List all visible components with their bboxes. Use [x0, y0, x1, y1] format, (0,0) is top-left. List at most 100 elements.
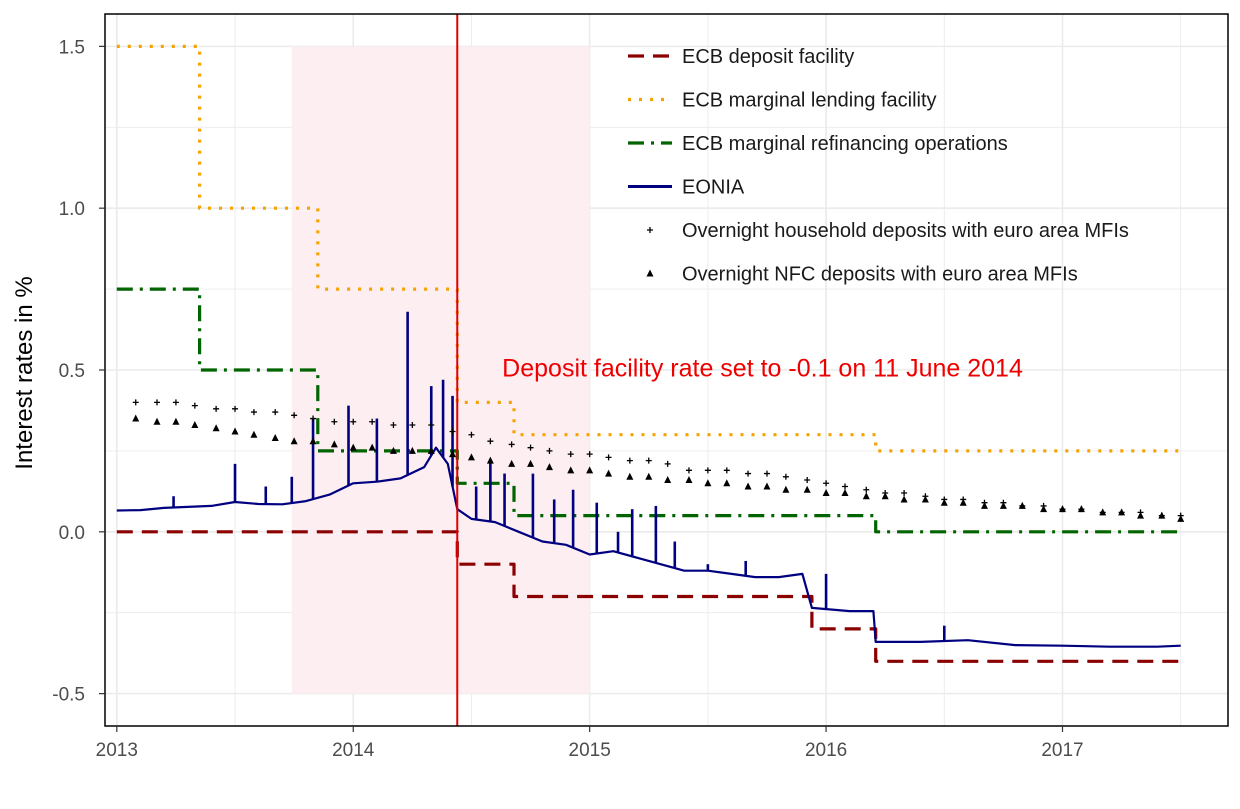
household-deposit-point — [704, 467, 711, 474]
nfc-deposit-point — [822, 488, 830, 496]
household-deposit-point — [863, 486, 870, 493]
y-tick-label: -0.5 — [52, 685, 85, 706]
nfc-deposit-point — [1177, 514, 1185, 522]
nfc-deposit-point — [309, 437, 317, 445]
nfc-deposit-point — [508, 459, 516, 467]
nfc-deposit-point — [567, 466, 575, 474]
legend-label: Overnight NFC deposits with euro area MF… — [682, 264, 1078, 286]
household-deposit-point — [350, 418, 357, 425]
nfc-deposit-point — [881, 492, 889, 500]
legend-label: ECB deposit facility — [682, 46, 854, 68]
household-deposit-point — [645, 457, 652, 464]
household-deposit-point — [468, 431, 475, 438]
nfc-deposit-point — [744, 482, 752, 490]
household-deposit-point — [250, 409, 257, 416]
nfc-deposit-point — [153, 417, 161, 425]
household-deposit-point — [428, 422, 435, 429]
household-deposit-point — [901, 489, 908, 496]
household-deposit-point — [272, 409, 279, 416]
nfc-deposit-point — [172, 417, 180, 425]
household-deposit-point — [823, 480, 830, 487]
nfc-deposit-point — [368, 443, 376, 451]
series-line-2 — [116, 44, 1181, 453]
nfc-deposit-point — [626, 472, 634, 480]
household-deposit-point — [567, 451, 574, 458]
annotation-text: Deposit facility rate set to -0.1 on 11 … — [502, 354, 1023, 382]
household-deposit-point — [723, 467, 730, 474]
household-deposit-point — [369, 418, 376, 425]
nfc-deposit-point — [486, 456, 494, 464]
household-deposit-point — [685, 467, 692, 474]
nfc-deposit-point — [959, 498, 967, 506]
household-deposit-point — [508, 441, 515, 448]
nfc-deposit-point — [645, 472, 653, 480]
nfc-deposit-point — [132, 414, 140, 422]
shaded-period — [291, 46, 590, 694]
nfc-deposit-point — [467, 453, 475, 461]
legend: ECB deposit facility ECB marginal lending… — [628, 46, 1129, 286]
annotation-layer: Deposit facility rate set to -0.1 on 11 … — [502, 354, 1023, 382]
nfc-deposit-point — [527, 459, 535, 467]
nfc-deposit-point — [664, 476, 672, 484]
nfc-deposit-point — [782, 485, 790, 493]
nfc-deposit-point — [1040, 505, 1048, 513]
x-tick-label: 2013 — [96, 740, 138, 761]
household-deposit-point — [664, 460, 671, 467]
nfc-deposit-point — [1018, 501, 1026, 509]
nfc-deposit-point — [1137, 511, 1145, 519]
nfc-deposit-point — [862, 492, 870, 500]
legend-key-household — [647, 227, 653, 233]
household-deposit-point — [605, 454, 612, 461]
nfc-deposit-point — [408, 446, 416, 454]
nfc-deposit-point — [586, 466, 594, 474]
nfc-deposit-point — [940, 498, 948, 506]
x-tick-label: 2016 — [805, 740, 847, 761]
household-deposit-point — [191, 402, 198, 409]
household-deposit-point — [546, 447, 553, 454]
nfc-deposit-point — [999, 501, 1007, 509]
nfc-deposit-point — [427, 446, 435, 454]
household-deposit-point — [763, 470, 770, 477]
nfc-deposit-point — [921, 495, 929, 503]
nfc-deposit-point — [231, 427, 239, 435]
nfc-deposit-point — [290, 437, 298, 445]
household-deposit-point — [390, 422, 397, 429]
nfc-deposit-point — [449, 450, 457, 458]
nfc-deposit-point — [763, 482, 771, 490]
nfc-deposit-point — [1099, 508, 1107, 516]
household-deposit-point — [154, 399, 161, 406]
y-tick-label: 1.0 — [59, 199, 85, 220]
y-tick-label: 0.0 — [59, 523, 85, 544]
x-tick-label: 2014 — [332, 740, 375, 761]
household-deposit-point — [626, 457, 633, 464]
nfc-deposit-point — [723, 479, 731, 487]
household-deposit-point — [841, 483, 848, 490]
household-deposit-point — [586, 451, 593, 458]
nfc-deposit-point — [545, 463, 553, 471]
nfc-deposit-point — [605, 469, 613, 477]
series-line-1 — [116, 530, 1181, 663]
nfc-deposit-point — [389, 446, 397, 454]
x-axis-ticks: 2013 2014 2015 2016 2017 — [96, 726, 1084, 761]
nfc-deposit-point — [841, 488, 849, 496]
household-deposit-point — [331, 418, 338, 425]
shaded-period-rect — [291, 46, 590, 694]
x-tick-label: 2015 — [569, 740, 611, 761]
household-deposit-point — [487, 438, 494, 445]
series-line-3 — [116, 287, 1181, 534]
y-tick-label: 1.5 — [59, 37, 85, 58]
nfc-deposit-point — [685, 476, 693, 484]
y-tick-label: 0.5 — [59, 361, 85, 382]
legend-key-nfc — [646, 269, 654, 277]
nfc-deposit-point — [271, 433, 279, 441]
series-line-4 — [116, 446, 1181, 648]
nfc-deposit-point — [250, 430, 258, 438]
household-deposit-point — [310, 415, 317, 422]
nfc-deposit-point — [1059, 505, 1067, 513]
nfc-deposit-point — [704, 479, 712, 487]
household-deposit-point — [782, 473, 789, 480]
nfc-deposit-point — [349, 443, 357, 451]
legend-label: Overnight household deposits with euro a… — [682, 220, 1129, 242]
household-deposit-point — [232, 405, 239, 412]
household-deposit-point — [449, 428, 456, 435]
